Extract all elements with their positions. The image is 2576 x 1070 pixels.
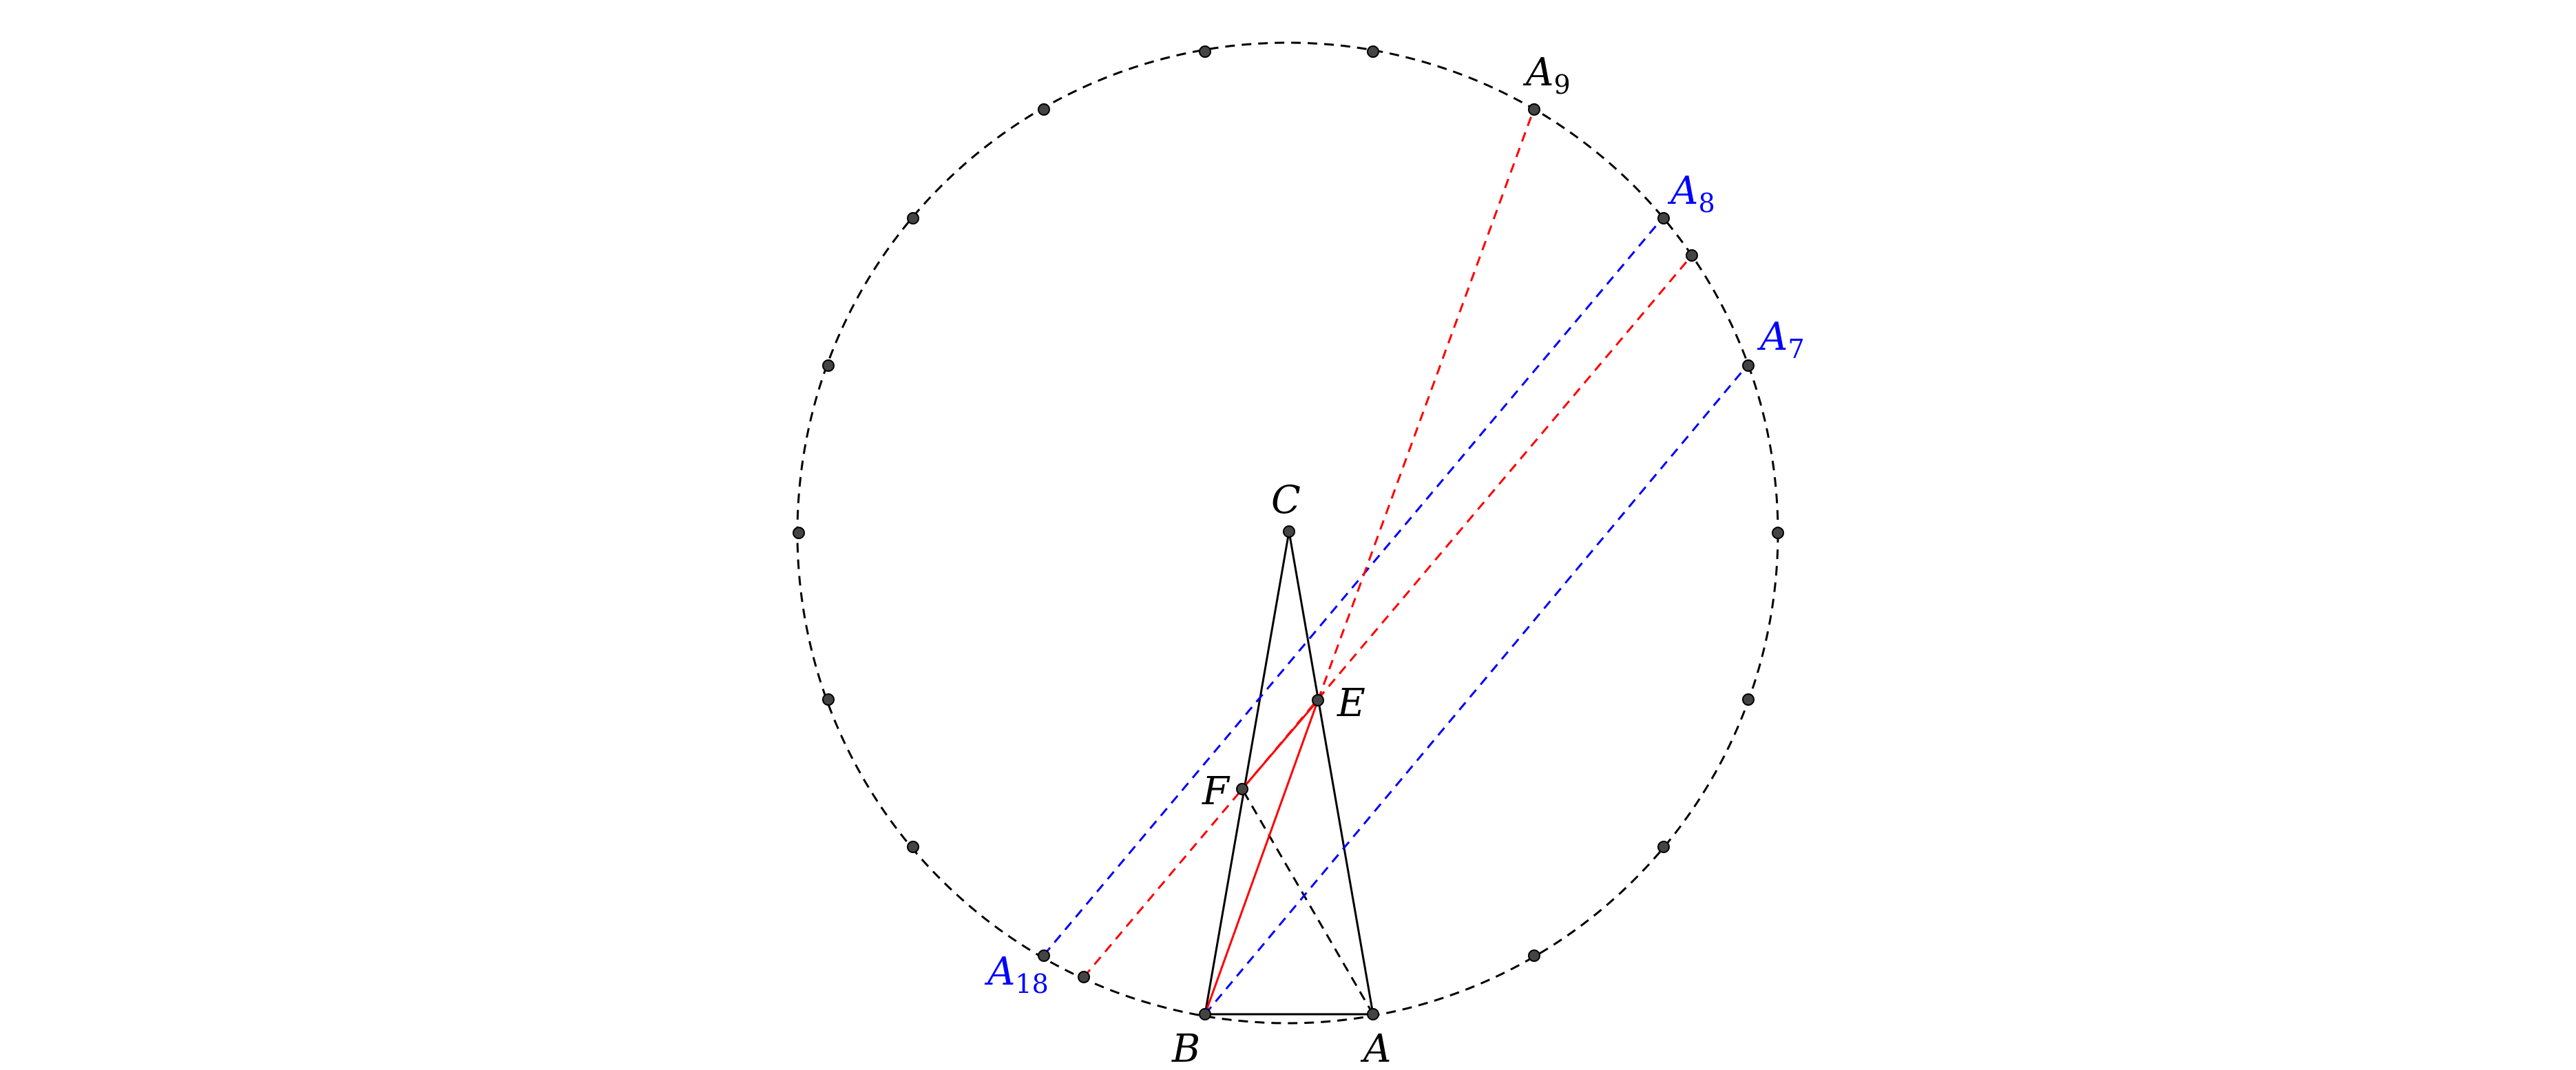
blue-dashed-B-A7 xyxy=(1204,364,1749,1015)
circle-point xyxy=(1742,359,1755,372)
label-A7: A7 xyxy=(1757,315,1805,364)
circle-point xyxy=(1038,103,1050,116)
circle-point xyxy=(1742,693,1755,706)
red-segment-B-E xyxy=(1204,700,1319,1015)
label-A18: A18 xyxy=(984,950,1049,999)
circle-point xyxy=(1078,971,1090,983)
label-A9-sub: 9 xyxy=(1553,70,1570,100)
label-A7-base: A xyxy=(1757,315,1788,359)
circle-point xyxy=(793,527,805,539)
label-A18-sub: 18 xyxy=(1015,969,1048,999)
red-segment-F-E xyxy=(1241,700,1319,790)
label-A8: A8 xyxy=(1667,169,1715,218)
circle-point xyxy=(1657,212,1670,224)
circle-point xyxy=(1528,103,1540,116)
label-A8-sub: 8 xyxy=(1698,188,1715,218)
circle-point xyxy=(1367,45,1379,58)
label-A9-base: A xyxy=(1522,50,1553,95)
side-CB xyxy=(1204,531,1290,1015)
side-CA xyxy=(1288,531,1374,1015)
label-A9: A9 xyxy=(1522,50,1571,100)
label-F: F xyxy=(1202,769,1231,814)
point-C xyxy=(1283,525,1295,538)
circle-point xyxy=(1367,1008,1379,1020)
circle-points xyxy=(793,45,1784,1020)
label-E: E xyxy=(1337,681,1365,726)
label-A18-base: A xyxy=(984,950,1015,994)
red-dashed-E-A9 xyxy=(1317,109,1535,701)
circle-point xyxy=(1528,950,1540,962)
circle-point xyxy=(1772,527,1784,539)
circle-point xyxy=(822,693,835,706)
point-E xyxy=(1312,694,1324,706)
circle-point xyxy=(1686,249,1698,262)
label-A: A xyxy=(1360,1027,1391,1070)
point-F xyxy=(1236,783,1248,795)
blue-dashed-A18-A8 xyxy=(1043,217,1664,956)
label-C: C xyxy=(1271,478,1301,523)
circle-point xyxy=(1657,841,1670,853)
circle-point xyxy=(907,212,919,224)
label-A7-sub: 7 xyxy=(1788,334,1804,364)
circle-point xyxy=(1199,45,1211,58)
label-A8-base: A xyxy=(1667,169,1698,213)
circle-point xyxy=(1199,1008,1211,1020)
red-dashed-circle-point-through-E xyxy=(1082,255,1693,978)
circle-point xyxy=(907,841,919,853)
dashed-AF xyxy=(1241,788,1374,1015)
circle-point xyxy=(1038,950,1050,962)
circle-point xyxy=(822,359,835,372)
label-B: B xyxy=(1171,1027,1200,1070)
